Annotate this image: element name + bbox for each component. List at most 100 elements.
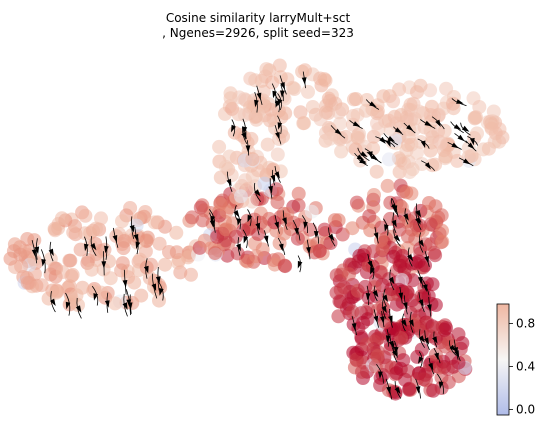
streamline-arrow bbox=[394, 127, 403, 134]
scatter-point bbox=[451, 327, 466, 342]
scatter-point bbox=[272, 236, 287, 251]
scatter-points bbox=[3, 58, 510, 401]
scatter-point bbox=[142, 271, 157, 285]
scatter-point bbox=[382, 152, 396, 167]
scatter-point bbox=[472, 100, 487, 114]
streamline-arrow bbox=[388, 340, 394, 349]
scatter-point bbox=[359, 337, 374, 352]
streamline-arrow bbox=[306, 247, 311, 255]
streamline-arrow bbox=[408, 319, 414, 327]
streamline-arrow bbox=[378, 371, 383, 379]
scatter-point bbox=[392, 164, 407, 179]
scatter-point bbox=[439, 81, 454, 96]
colorbar-tick-label: 0.8 bbox=[516, 316, 535, 330]
streamline-arrow bbox=[385, 139, 391, 148]
streamline-arrow bbox=[48, 248, 54, 257]
scatter-point bbox=[213, 197, 228, 212]
scatter-point bbox=[323, 131, 338, 146]
streamline-arrow bbox=[401, 319, 407, 327]
streamline-arrow bbox=[255, 222, 260, 231]
scatter-point bbox=[402, 381, 417, 396]
scatter-point bbox=[371, 331, 386, 346]
streamline-arrow bbox=[467, 142, 475, 150]
streamline-arrow bbox=[226, 178, 232, 187]
streamline-arrow bbox=[274, 221, 279, 230]
streamline-arrow bbox=[417, 276, 423, 285]
scatter-point bbox=[277, 258, 292, 273]
scatter-point bbox=[49, 285, 64, 300]
streamline-arrow bbox=[360, 151, 368, 157]
streamline-arrow bbox=[65, 301, 71, 310]
streamline-arrow bbox=[392, 205, 398, 213]
streamline-arrow bbox=[451, 142, 459, 149]
streamline-arrow bbox=[403, 213, 409, 221]
streamline-arrow bbox=[277, 122, 283, 130]
streamline-arrow bbox=[256, 92, 262, 101]
streamline-arrow bbox=[424, 120, 433, 127]
streamline-arrow bbox=[470, 137, 475, 146]
scatter-point bbox=[380, 178, 395, 193]
streamline-arrow bbox=[369, 101, 377, 107]
scatter-point bbox=[34, 278, 49, 293]
scatter-point bbox=[358, 103, 373, 118]
scatter-point bbox=[256, 97, 271, 112]
streamline-arrow bbox=[280, 90, 285, 98]
streamline-arrow bbox=[453, 347, 458, 355]
scatter-point bbox=[331, 309, 346, 324]
scatter-point bbox=[345, 117, 360, 132]
scatter-point bbox=[78, 208, 93, 223]
streamline-arrow bbox=[422, 284, 428, 292]
scatter-point bbox=[290, 231, 305, 246]
streamline-arrow bbox=[155, 276, 161, 284]
scatter-point bbox=[102, 254, 116, 269]
scatter-point bbox=[251, 227, 266, 241]
streamline-arrow bbox=[456, 99, 464, 104]
streamline-arrow bbox=[313, 231, 319, 239]
streamline bbox=[467, 136, 478, 146]
scatter-point bbox=[434, 381, 449, 395]
scatter-point bbox=[405, 273, 420, 288]
streamline-arrow bbox=[359, 158, 367, 164]
scatter-point bbox=[428, 248, 443, 263]
scatter-point bbox=[134, 288, 149, 303]
scatter-point bbox=[291, 186, 306, 201]
streamline-arrow bbox=[268, 185, 273, 194]
scatter-point bbox=[435, 223, 449, 238]
streamline-arrow bbox=[424, 162, 431, 170]
streamline-arrow bbox=[388, 315, 393, 324]
scatter-point bbox=[248, 73, 263, 88]
scatter-point bbox=[317, 72, 332, 87]
scatter-point bbox=[152, 236, 167, 251]
scatter-point bbox=[484, 121, 499, 136]
scatter-point bbox=[392, 258, 407, 273]
streamline-arrow bbox=[381, 305, 387, 314]
streamline-arrow bbox=[418, 299, 424, 307]
scatter-point bbox=[233, 189, 248, 204]
streamline-arrow bbox=[457, 134, 465, 142]
scatter-point bbox=[94, 285, 109, 300]
streamline-arrow bbox=[420, 140, 426, 149]
scatter-point bbox=[348, 142, 363, 157]
streamline-arrow bbox=[423, 337, 429, 345]
streamline-arrow bbox=[393, 346, 399, 355]
streamline-arrow bbox=[356, 154, 365, 161]
streamline-arrow bbox=[438, 381, 444, 389]
streamline-arrow bbox=[263, 235, 269, 244]
streamline-arrow bbox=[434, 352, 439, 361]
scatter-point bbox=[152, 293, 166, 308]
streamline-arrow bbox=[418, 239, 424, 247]
streamline-arrow bbox=[328, 233, 335, 241]
scatter-point bbox=[317, 222, 332, 237]
streamline-arrow bbox=[386, 386, 391, 395]
scatter-point bbox=[245, 152, 260, 167]
scatter-point bbox=[414, 157, 429, 171]
scatter-point bbox=[257, 176, 272, 191]
streamline-arrow bbox=[384, 224, 389, 232]
scatter-point bbox=[184, 267, 198, 282]
colorbar-tick-label: 0.4 bbox=[516, 360, 535, 374]
scatter-point bbox=[486, 104, 501, 119]
streamline-arrow bbox=[270, 174, 276, 183]
scatter-point bbox=[370, 349, 385, 364]
streamline-arrow bbox=[245, 145, 251, 153]
